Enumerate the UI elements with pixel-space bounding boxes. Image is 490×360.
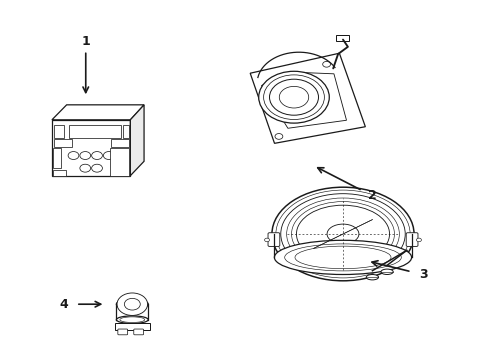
Ellipse shape bbox=[296, 205, 390, 263]
Circle shape bbox=[92, 152, 102, 159]
Polygon shape bbox=[54, 139, 72, 147]
Circle shape bbox=[103, 152, 114, 159]
FancyBboxPatch shape bbox=[336, 35, 349, 41]
Ellipse shape bbox=[285, 244, 401, 271]
Polygon shape bbox=[110, 148, 129, 176]
Circle shape bbox=[92, 164, 102, 172]
Polygon shape bbox=[115, 323, 150, 330]
Text: 2: 2 bbox=[368, 189, 377, 202]
Polygon shape bbox=[130, 105, 144, 176]
Polygon shape bbox=[262, 72, 346, 128]
FancyBboxPatch shape bbox=[134, 329, 144, 335]
Ellipse shape bbox=[276, 190, 410, 278]
Circle shape bbox=[264, 75, 324, 120]
Ellipse shape bbox=[366, 274, 378, 280]
FancyBboxPatch shape bbox=[268, 233, 280, 247]
Ellipse shape bbox=[272, 187, 414, 281]
Circle shape bbox=[117, 293, 147, 315]
Polygon shape bbox=[54, 125, 64, 138]
Ellipse shape bbox=[281, 194, 405, 274]
Ellipse shape bbox=[274, 240, 412, 274]
Circle shape bbox=[323, 62, 331, 67]
Polygon shape bbox=[69, 125, 121, 138]
FancyBboxPatch shape bbox=[118, 329, 127, 335]
Polygon shape bbox=[111, 139, 129, 147]
Ellipse shape bbox=[120, 317, 145, 323]
Polygon shape bbox=[250, 53, 366, 143]
Circle shape bbox=[275, 134, 283, 139]
Text: 3: 3 bbox=[419, 268, 428, 281]
Circle shape bbox=[259, 71, 329, 123]
Polygon shape bbox=[53, 148, 61, 168]
Circle shape bbox=[80, 164, 91, 172]
Ellipse shape bbox=[381, 269, 393, 275]
Ellipse shape bbox=[287, 198, 399, 270]
Polygon shape bbox=[52, 120, 130, 176]
Circle shape bbox=[416, 238, 421, 242]
Ellipse shape bbox=[327, 224, 359, 244]
Circle shape bbox=[68, 152, 79, 159]
Circle shape bbox=[80, 152, 91, 159]
Polygon shape bbox=[122, 125, 129, 138]
Ellipse shape bbox=[117, 316, 148, 323]
Circle shape bbox=[265, 238, 270, 242]
Text: 4: 4 bbox=[59, 298, 68, 311]
Polygon shape bbox=[52, 105, 144, 120]
Circle shape bbox=[279, 86, 309, 108]
Circle shape bbox=[124, 298, 140, 310]
Polygon shape bbox=[53, 170, 66, 176]
Text: 1: 1 bbox=[81, 35, 90, 48]
FancyBboxPatch shape bbox=[406, 233, 418, 247]
Ellipse shape bbox=[295, 246, 391, 269]
Ellipse shape bbox=[292, 202, 394, 266]
Circle shape bbox=[270, 79, 318, 115]
Ellipse shape bbox=[117, 299, 148, 310]
